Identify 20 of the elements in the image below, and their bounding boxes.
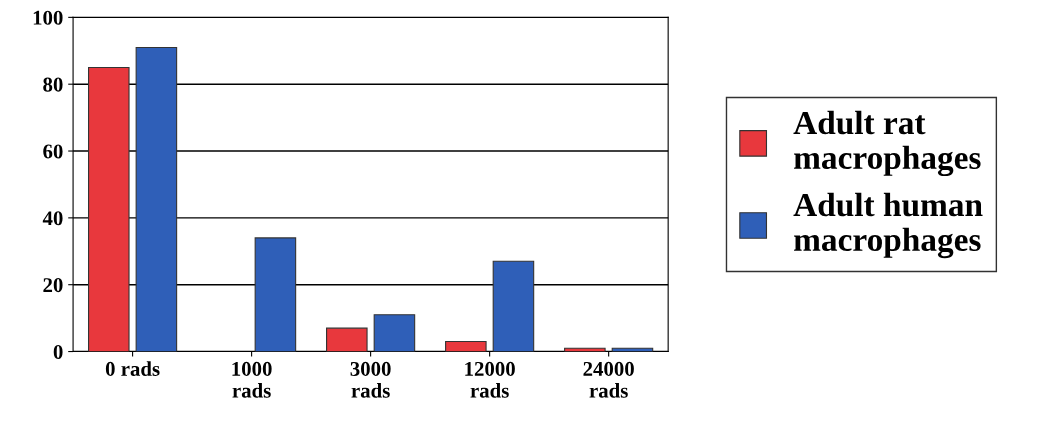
- y-tick-label: 0: [53, 344, 63, 359]
- bar: [492, 260, 535, 352]
- y-tick-label: 60: [43, 144, 63, 159]
- legend-label: Adult human macrophages: [793, 192, 983, 259]
- x-tick-label: 3000 rads: [350, 361, 391, 398]
- x-tick-label: 24000 rads: [583, 361, 634, 398]
- x-tick-label: 1000 rads: [232, 361, 272, 398]
- y-tick-label: 80: [43, 77, 63, 92]
- bar: [373, 314, 416, 352]
- bar: [445, 340, 487, 352]
- y-tick-label: 100: [33, 10, 63, 25]
- bar: [87, 66, 130, 352]
- y-tick-label: 20: [43, 278, 63, 293]
- x-tick-label: 0 rads: [105, 361, 160, 376]
- y-tick-label: 40: [42, 211, 63, 226]
- x-tick-label: 12000 rads: [465, 361, 515, 398]
- bar: [135, 46, 178, 352]
- bar: [254, 237, 297, 352]
- bar: [326, 327, 368, 352]
- legend-label: Adult rat macrophages: [793, 110, 981, 177]
